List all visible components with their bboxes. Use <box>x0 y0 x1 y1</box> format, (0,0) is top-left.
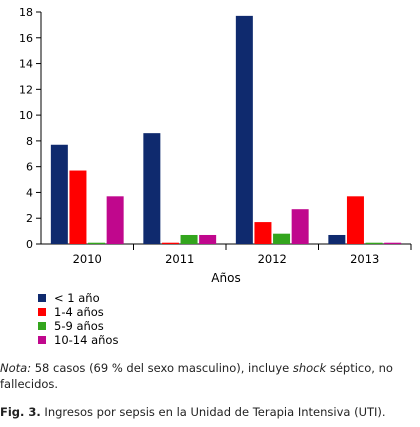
caption-label: Fig. 3. <box>0 405 41 419</box>
bar-4-2013 <box>384 242 402 244</box>
bar-1-2010 <box>50 144 68 244</box>
bar-chart: 0 2 4 6 8 10 12 14 16 18 2010 2011 2012 2013 Años <box>19 6 412 285</box>
y-tick-label: 0 <box>26 238 33 251</box>
y-tick-label: 12 <box>19 83 33 96</box>
note-emphasis: shock <box>292 361 327 375</box>
y-tick-label: 16 <box>19 32 33 45</box>
bar-2-2013 <box>346 196 364 244</box>
bar-3-2012 <box>273 233 291 244</box>
bar-2-2012 <box>254 222 272 244</box>
note-text-before: 58 casos (69 % del sexo masculino), incl… <box>31 361 293 375</box>
caption-text: Ingresos por sepsis en la Unidad de Tera… <box>40 405 386 419</box>
x-axis-label: Años <box>211 271 240 285</box>
legend-item: 5-9 años <box>38 319 118 333</box>
chart-legend: < 1 año 1-4 años 5-9 años 10-14 años <box>38 291 118 347</box>
legend-swatch <box>38 308 46 316</box>
legend-swatch <box>38 294 46 302</box>
x-tick-label: 2010 <box>73 252 102 266</box>
chart-axes: 0 2 4 6 8 10 12 14 16 18 2010 2011 2012 2013 <box>19 6 412 266</box>
y-tick-label: 2 <box>26 212 33 225</box>
y-tick-label: 4 <box>26 186 33 199</box>
bar-1-2011 <box>143 133 161 244</box>
x-tick-label: 2012 <box>258 252 287 266</box>
legend-swatch <box>38 322 46 330</box>
y-tick-label: 8 <box>26 135 33 148</box>
note-prefix: Nota: <box>0 361 32 375</box>
y-tick-label: 18 <box>19 6 33 19</box>
legend-item: 10-14 años <box>38 333 118 347</box>
y-tick-label: 6 <box>26 161 33 174</box>
bar-3-2013 <box>365 242 383 244</box>
legend-item: < 1 año <box>38 291 118 305</box>
legend-label: 1-4 años <box>54 305 104 319</box>
legend-swatch <box>38 336 46 344</box>
legend-label: 5-9 años <box>54 319 104 333</box>
y-tick-label: 10 <box>19 109 33 122</box>
figure-caption: Fig. 3. Ingresos por sepsis en la Unidad… <box>0 405 420 419</box>
legend-label: 10-14 años <box>54 333 119 347</box>
bar-2-2010 <box>69 170 87 244</box>
bar-1-2012 <box>235 15 253 244</box>
x-tick-label: 2011 <box>165 252 194 266</box>
bar-3-2010 <box>88 242 106 244</box>
bar-4-2011 <box>199 234 217 244</box>
chart-note: Nota: 58 casos (69 % del sexo masculino)… <box>0 360 420 392</box>
bar-4-2010 <box>106 196 124 244</box>
bar-4-2012 <box>291 209 309 244</box>
bar-2-2011 <box>161 242 179 244</box>
note-text-after: séptico, no fallecidos. <box>0 361 393 391</box>
chart-bars <box>50 15 402 244</box>
legend-label: < 1 año <box>54 291 100 305</box>
legend-item: 1-4 años <box>38 305 118 319</box>
y-tick-label: 14 <box>19 58 33 71</box>
bar-1-2013 <box>328 234 346 244</box>
x-tick-label: 2013 <box>350 252 379 266</box>
bar-3-2011 <box>180 234 198 244</box>
